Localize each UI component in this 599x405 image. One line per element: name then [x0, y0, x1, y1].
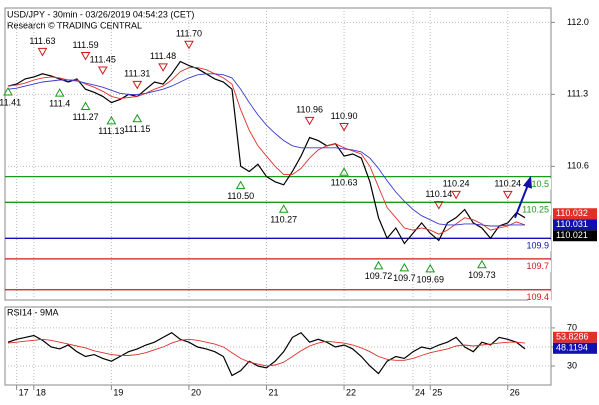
pivot-marker — [339, 167, 349, 176]
line-series — [7, 60, 526, 245]
pivot-label: 111.4 — [49, 98, 70, 108]
pivot-label: 109.7 — [393, 273, 416, 283]
line-series — [7, 331, 526, 377]
pivot-label: 111.63 — [29, 36, 55, 46]
pivot-marker — [80, 52, 91, 61]
y-tick-label: 112.0 — [567, 17, 589, 27]
pivot-marker — [304, 116, 315, 126]
level-label: 109.7 — [526, 261, 549, 271]
level-label-bg — [528, 240, 551, 252]
x-tick-label: 26 — [510, 387, 520, 397]
x-tick-label: 19 — [113, 387, 123, 397]
line-series — [7, 73, 525, 227]
level-label: 109.4 — [526, 292, 549, 302]
x-tick-label: 22 — [346, 387, 356, 397]
pivot-marker — [477, 259, 487, 269]
x-tick-label: 18 — [36, 387, 46, 397]
rsi-frame — [4, 306, 552, 386]
pivot-label: 111.31 — [124, 69, 150, 79]
level-label-bg — [528, 178, 551, 190]
pivot-label: 109.72 — [365, 271, 393, 281]
pivot-label: 111.13 — [98, 126, 124, 136]
pivot-label: 111.15 — [124, 124, 150, 134]
pivot-label: 110.96 — [296, 105, 323, 115]
y-tick-label: 30 — [567, 360, 577, 370]
pivot-marker — [80, 101, 91, 110]
pivot-marker — [97, 66, 108, 75]
pivot-marker — [3, 87, 13, 96]
last-value-label: 48.1194 — [556, 343, 588, 353]
forecast-arrow-head — [523, 175, 532, 189]
pivot-marker — [132, 113, 143, 123]
level-label: 110.25 — [522, 205, 549, 215]
y-tick-label: 111.3 — [567, 89, 588, 99]
pivot-label: 110.27 — [270, 215, 297, 225]
last-value-box — [553, 219, 597, 231]
pivot-label: 110.24 — [443, 179, 470, 189]
pivot-label: 110.63 — [331, 178, 358, 188]
last-value-box — [553, 342, 597, 354]
pivot-marker — [425, 263, 436, 273]
x-tick-label: 24 — [415, 387, 425, 397]
pivot-label: 110.24 — [494, 179, 521, 189]
pivot-label: 110.50 — [227, 191, 254, 201]
pivot-marker — [106, 115, 117, 125]
pivot-marker — [339, 122, 349, 132]
pivot-label: 111.27 — [72, 112, 98, 122]
level-label-bg — [528, 204, 551, 216]
line-series — [7, 67, 526, 235]
pivot-marker — [502, 190, 513, 200]
pivot-marker — [399, 262, 410, 272]
level-label-bg — [528, 291, 551, 303]
forecast-arrow — [514, 184, 529, 219]
pivot-marker — [132, 80, 143, 90]
pivot-label: 111.45 — [90, 54, 116, 64]
pivot-marker — [37, 47, 48, 57]
pivot-marker — [451, 190, 461, 200]
y-tick-label: 70 — [567, 322, 577, 332]
x-tick-label: 25 — [432, 387, 442, 397]
chart-title: USD/JPY - 30min - 03/26/2019 04:54:23 (C… — [7, 9, 194, 19]
pivot-label: 109.73 — [468, 270, 496, 280]
x-tick-label: 17 — [19, 387, 29, 397]
pivot-marker — [235, 180, 246, 190]
pivot-label: 111.59 — [72, 40, 98, 50]
pivot-marker — [433, 201, 444, 210]
pivot-label: 111.70 — [176, 29, 202, 39]
pivot-marker — [184, 40, 194, 50]
pivot-marker — [373, 260, 384, 270]
level-label-bg — [528, 260, 551, 272]
pivot-marker — [158, 63, 168, 72]
y-tick-label: 110.6 — [567, 161, 589, 171]
last-value-box — [553, 331, 597, 343]
last-value-label: 53.8286 — [556, 332, 589, 342]
line-series — [7, 338, 526, 367]
chart-subtitle: Research © TRADING CENTRAL — [7, 20, 142, 30]
last-value-box — [553, 208, 597, 220]
rsi-title: RSI14 - 9MA — [7, 307, 59, 317]
level-label: 109.9 — [526, 241, 549, 251]
pivot-label: 110.14 — [425, 189, 452, 199]
last-value-label: 110.021 — [556, 230, 588, 240]
last-value-label: 110.031 — [556, 219, 588, 229]
x-tick-label: 20 — [191, 387, 201, 397]
last-value-box — [553, 230, 597, 242]
level-label: 110.5 — [527, 179, 549, 189]
x-tick-label: 21 — [269, 387, 279, 397]
pivot-label: 111.48 — [150, 51, 176, 61]
pivot-label: 111.41 — [0, 97, 21, 107]
pivot-marker — [278, 204, 289, 213]
pivot-label: 110.90 — [331, 111, 358, 121]
last-value-label: 110.032 — [556, 208, 588, 218]
pivot-marker — [54, 88, 65, 97]
price-frame — [4, 7, 552, 301]
pivot-label: 109.69 — [416, 274, 444, 284]
